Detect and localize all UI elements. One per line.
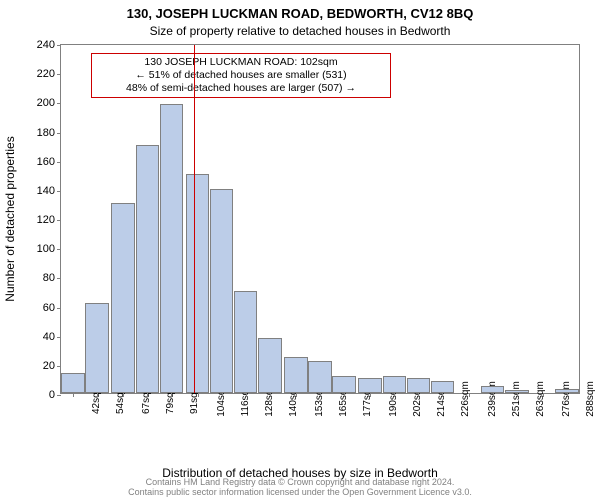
y-tick	[57, 133, 61, 134]
y-tick	[57, 249, 61, 250]
y-tick-label: 100	[37, 243, 55, 255]
y-tick-label: 240	[37, 39, 55, 51]
y-tick-label: 40	[43, 331, 55, 343]
y-tick-label: 220	[37, 68, 55, 80]
info-line-1: 130 JOSEPH LUCKMAN ROAD: 102sqm	[98, 56, 384, 69]
marker-line	[194, 45, 195, 393]
bar	[160, 104, 184, 393]
y-tick	[57, 308, 61, 309]
footer-line-2: Contains public sector information licen…	[0, 488, 600, 498]
y-tick-label: 120	[37, 214, 55, 226]
bar	[111, 203, 135, 393]
y-axis-label: Number of detached properties	[3, 136, 17, 301]
bar	[136, 145, 160, 393]
y-tick	[57, 191, 61, 192]
info-line-3: 48% of semi-detached houses are larger (…	[98, 82, 384, 95]
footer: Contains HM Land Registry data © Crown c…	[0, 478, 600, 498]
bar	[85, 303, 109, 393]
x-tick-label: 226sqm	[442, 381, 471, 417]
info-line-2: ← 51% of detached houses are smaller (53…	[98, 69, 384, 82]
y-tick-label: 20	[43, 360, 55, 372]
y-tick	[57, 395, 61, 396]
y-tick-label: 160	[37, 156, 55, 168]
x-tick-label: 263sqm	[517, 381, 546, 417]
y-tick	[57, 220, 61, 221]
bar	[186, 174, 210, 393]
y-tick	[57, 278, 61, 279]
plot-area: 130 JOSEPH LUCKMAN ROAD: 102sqm ← 51% of…	[60, 44, 580, 394]
bar	[234, 291, 258, 393]
info-box: 130 JOSEPH LUCKMAN ROAD: 102sqm ← 51% of…	[91, 53, 391, 98]
bar	[210, 189, 234, 393]
y-tick	[57, 45, 61, 46]
chart-subtitle: Size of property relative to detached ho…	[0, 24, 600, 38]
x-tick-label: 288sqm	[567, 381, 596, 417]
y-tick-label: 200	[37, 97, 55, 109]
chart-frame: 130, JOSEPH LUCKMAN ROAD, BEDWORTH, CV12…	[0, 0, 600, 500]
y-tick-label: 140	[37, 185, 55, 197]
y-tick-label: 80	[43, 272, 55, 284]
y-tick	[57, 337, 61, 338]
y-tick	[57, 162, 61, 163]
y-tick-label: 180	[37, 127, 55, 139]
y-tick-label: 0	[49, 389, 55, 401]
y-tick	[57, 103, 61, 104]
y-tick	[57, 366, 61, 367]
y-tick-label: 60	[43, 302, 55, 314]
chart-title: 130, JOSEPH LUCKMAN ROAD, BEDWORTH, CV12…	[0, 6, 600, 21]
y-tick	[57, 74, 61, 75]
